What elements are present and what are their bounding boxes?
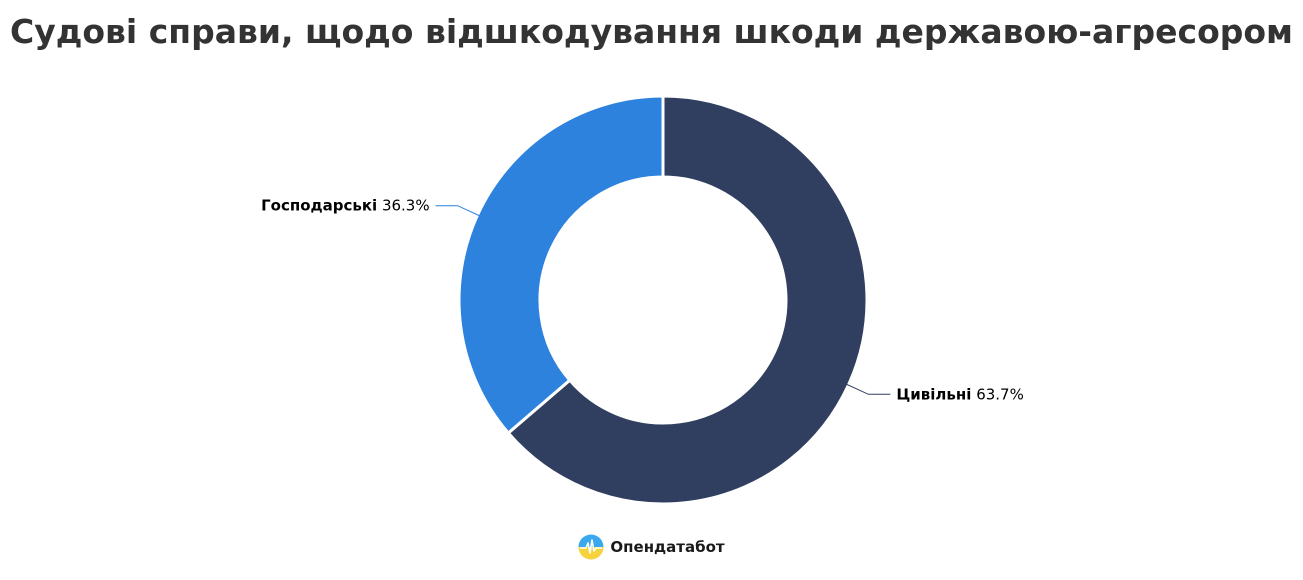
slice-tsyvilni[interactable] <box>506 94 869 506</box>
slice-label-name: Цивільні <box>896 385 971 403</box>
donut-labels: Цивільні 63.7% Господарські 36.3% <box>261 197 1024 404</box>
slice-label: Цивільні 63.7% <box>896 385 1023 403</box>
slice-label-value: 36.3% <box>377 197 429 215</box>
slice-label-value: 63.7% <box>971 385 1023 403</box>
label-connector <box>435 205 484 218</box>
brand-name: Опендатабот <box>610 538 725 556</box>
slice-label-name: Господарські <box>261 197 377 215</box>
slice-label: Господарські 36.3% <box>261 197 430 215</box>
slice-hospodarski[interactable] <box>457 94 665 435</box>
label-connector <box>842 382 891 395</box>
opendatabot-logo-icon <box>578 534 604 560</box>
brand-footer: Опендатабот <box>0 534 1303 560</box>
chart-title: Судові справи, щодо відшкодування шкоди … <box>9 12 1294 51</box>
donut-slices <box>457 94 869 506</box>
